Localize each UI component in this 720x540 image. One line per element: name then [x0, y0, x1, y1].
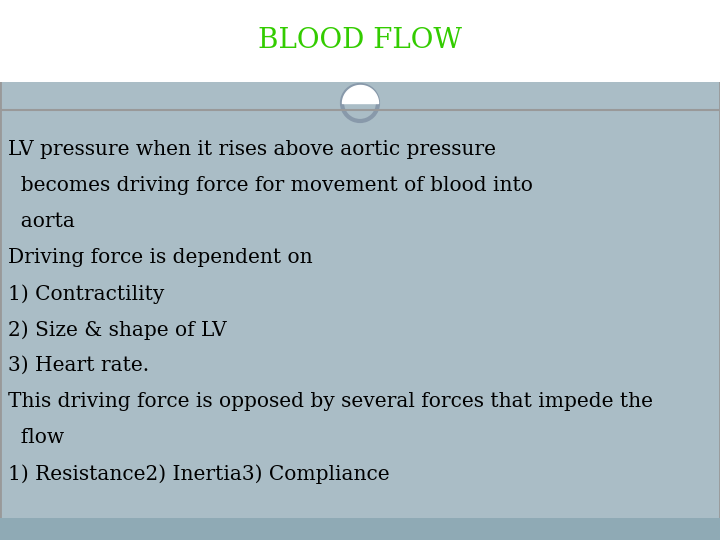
- FancyBboxPatch shape: [0, 518, 720, 540]
- Text: This driving force is opposed by several forces that impede the: This driving force is opposed by several…: [8, 392, 653, 411]
- Text: 2) Size & shape of LV: 2) Size & shape of LV: [8, 320, 227, 340]
- Text: aorta: aorta: [8, 212, 75, 231]
- Text: 1) Resistance2) Inertia3) Compliance: 1) Resistance2) Inertia3) Compliance: [8, 464, 390, 484]
- Text: LV pressure when it rises above aortic pressure: LV pressure when it rises above aortic p…: [8, 140, 496, 159]
- Text: Driving force is dependent on: Driving force is dependent on: [8, 248, 312, 267]
- Text: flow: flow: [8, 428, 64, 447]
- Text: 3) Heart rate.: 3) Heart rate.: [8, 356, 149, 375]
- FancyBboxPatch shape: [0, 0, 720, 82]
- Text: 1) Contractility: 1) Contractility: [8, 284, 164, 303]
- Text: BLOOD FLOW: BLOOD FLOW: [258, 28, 462, 55]
- Text: becomes driving force for movement of blood into: becomes driving force for movement of bl…: [8, 176, 533, 195]
